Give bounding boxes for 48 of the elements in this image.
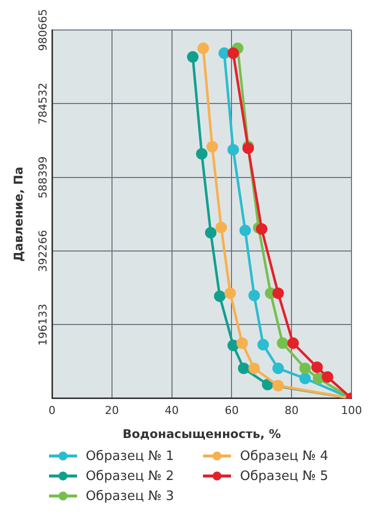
x-tick-label: 80 bbox=[284, 404, 299, 417]
x-tick-label: 60 bbox=[224, 404, 239, 417]
legend-label: Образец № 1 bbox=[86, 448, 174, 464]
x-tick-label: 20 bbox=[104, 404, 119, 417]
point bbox=[239, 224, 251, 236]
point bbox=[227, 47, 239, 59]
legend-label: Образец № 5 bbox=[240, 468, 328, 484]
y-axis-title: Давление, Па bbox=[11, 166, 26, 262]
point bbox=[272, 380, 284, 392]
point bbox=[214, 290, 226, 302]
point bbox=[227, 340, 239, 352]
point bbox=[322, 371, 334, 383]
legend-label: Образец № 3 bbox=[86, 488, 174, 504]
y-tick-label: 784532 bbox=[36, 82, 50, 125]
legend-label: Образец № 2 bbox=[86, 468, 174, 484]
point bbox=[272, 287, 284, 299]
x-tick-label: 100 bbox=[341, 404, 362, 417]
y-tick-label: 588399 bbox=[36, 156, 50, 198]
point bbox=[236, 337, 248, 349]
point bbox=[227, 144, 239, 156]
y-tick-label: 196133 bbox=[36, 304, 50, 346]
point bbox=[204, 226, 216, 238]
x-axis-title: Водонасыщенность, % bbox=[122, 426, 281, 441]
point bbox=[311, 361, 323, 373]
point bbox=[276, 337, 288, 349]
point bbox=[299, 362, 311, 374]
point bbox=[257, 338, 269, 350]
point bbox=[196, 148, 208, 160]
point bbox=[224, 287, 236, 299]
point bbox=[312, 372, 324, 384]
point bbox=[238, 362, 250, 374]
legend-label: Образец № 4 bbox=[240, 448, 328, 464]
point bbox=[198, 42, 209, 54]
point bbox=[218, 47, 230, 59]
x-tick-label: 0 bbox=[48, 404, 56, 417]
point bbox=[299, 372, 311, 384]
x-tick-label: 40 bbox=[164, 404, 179, 417]
point bbox=[187, 51, 199, 63]
point bbox=[262, 378, 274, 390]
y-tick-label: 392266 bbox=[36, 230, 50, 272]
point bbox=[215, 222, 227, 234]
point bbox=[248, 362, 260, 374]
point bbox=[206, 140, 218, 152]
point bbox=[272, 362, 284, 374]
point bbox=[256, 223, 268, 235]
y-tick-label: 980665 bbox=[36, 9, 50, 51]
point bbox=[287, 337, 299, 349]
point bbox=[248, 290, 260, 302]
